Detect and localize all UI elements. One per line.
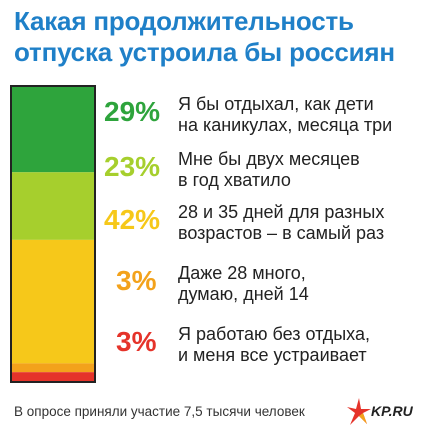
stacked-bar-svg xyxy=(12,87,94,381)
bar-segment-4 xyxy=(12,363,94,373)
answer-label-line: Даже 28 много, xyxy=(178,263,306,283)
answer-label-line: Я бы отдыхал, как дети xyxy=(178,94,374,114)
kp-logo[interactable]: KP.RU xyxy=(347,398,423,428)
value-label: 29% xyxy=(104,96,161,127)
answer-label: Я работаю без отдыха, и меня все устраива… xyxy=(178,324,427,366)
answer-label: 28 и 35 дней для разных возрастов – в сам… xyxy=(178,202,427,244)
answer-label-line: 28 и 35 дней для разных xyxy=(178,202,385,222)
answer-label-line: на каникулах, месяца три xyxy=(178,115,393,135)
bar-segment-2 xyxy=(12,172,94,240)
bar-segment-1 xyxy=(12,87,94,173)
answer-label-line: возрастов – в самый раз xyxy=(178,223,385,243)
stacked-bar xyxy=(10,85,96,383)
kp-star-icon xyxy=(347,398,371,425)
answer-label-line: Мне бы двух месяцев xyxy=(178,149,360,169)
bar-segment-5 xyxy=(12,372,94,381)
answer-label: Я бы отдыхал, как дети на каникулах, меся… xyxy=(178,94,427,136)
answer-label-line: Я работаю без отдыха, xyxy=(178,324,370,344)
answer-label-line: и меня все устраивает xyxy=(178,345,367,365)
answer-label-line: в год хватило xyxy=(178,170,291,190)
value-label: 3% xyxy=(116,326,157,357)
answer-label-line: думаю, дней 14 xyxy=(178,284,309,304)
chart-title: Какая продолжительность отпуска устроила… xyxy=(14,6,395,67)
bar-segment-3 xyxy=(12,239,94,364)
value-label: 3% xyxy=(116,265,157,296)
value-label: 23% xyxy=(104,151,161,182)
answer-label: Мне бы двух месяцев в год хватило xyxy=(178,149,427,191)
kp-logo-text: KP.RU xyxy=(371,403,413,419)
value-label: 42% xyxy=(104,204,161,235)
answer-label: Даже 28 много, думаю, дней 14 xyxy=(178,263,427,305)
survey-footnote: В опросе приняли участие 7,5 тысячи чело… xyxy=(14,404,305,419)
